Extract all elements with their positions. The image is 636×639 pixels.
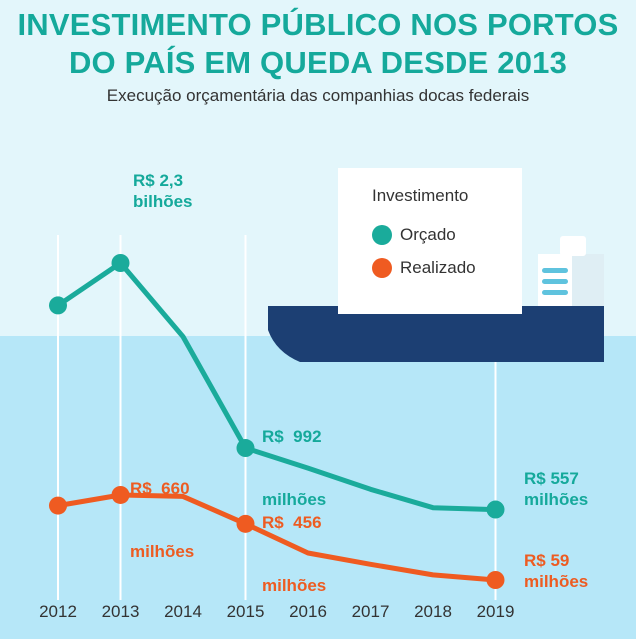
label-unit: milhões [524,490,589,509]
label-orcado-2015: R$ 992 milhões [262,384,326,552]
x-tick-label: 2015 [226,602,265,621]
label-unit: milhões [130,542,195,561]
x-tick-label: 2019 [476,602,515,621]
x-tick-label: 2013 [101,602,140,621]
legend: Investimento Orçado Realizado [338,168,522,314]
x-tick-label: 2018 [414,602,452,621]
label-value: R$ 456 [262,513,322,532]
label-realizado-2015: R$ 456 milhões [262,470,326,638]
label-orcado-2019: R$ 557 milhões [524,468,588,510]
series-layer [49,254,505,589]
ship-window [542,290,568,295]
series-line-realizado [57,492,496,583]
title-line-2: DO PAÍS EM QUEDA DESDE 2013 [68,45,568,80]
ship-window [542,268,568,273]
water-background [0,336,636,639]
point-realizado-2015 [236,514,255,533]
ship-window [542,279,568,284]
legend-item-orcado: Orçado [372,225,456,245]
legend-item-realizado: Realizado [372,258,476,278]
label-unit: bilhões [133,192,193,211]
x-tick-label: 2016 [289,602,327,621]
label-unit: milhões [524,572,589,591]
label-unit: milhões [262,576,327,595]
point-realizado-2012 [49,496,67,515]
legend-marker-orcado [372,225,392,245]
point-orcado-2012 [49,296,67,315]
label-value: R$ 557 [524,469,579,488]
legend-title: Investimento [372,186,469,205]
series-line-orcado [56,260,496,513]
label-value: R$ 992 [262,427,322,446]
chart-subtitle: Execução orçamentária das companhias doc… [106,86,530,105]
legend-label-orcado: Orçado [400,225,456,244]
label-orcado-2013: R$ 2,3 bilhões [133,170,193,212]
label-value: R$ 59 [524,551,570,570]
point-realizado-2019 [486,571,505,589]
label-realizado-2013: R$ 660 milhões [130,436,194,604]
point-orcado-2015 [236,439,255,458]
x-tick-label: 2014 [164,602,202,621]
label-value: R$ 2,3 [133,171,184,190]
point-realizado-2013 [111,485,130,504]
chart-title: INVESTIMENTO PÚBLICO NOS PORTOS DO PAÍS … [0,6,636,82]
legend-marker-realizado [372,258,392,278]
label-value: R$ 660 [130,479,190,498]
point-orcado-2013 [111,254,130,272]
x-tick-label: 2017 [351,602,390,621]
legend-label-realizado: Realizado [400,258,476,277]
label-unit: milhões [262,490,327,509]
title-line-1: INVESTIMENTO PÚBLICO NOS PORTOS [17,7,619,42]
ship-funnel [560,236,586,256]
label-realizado-2019: R$ 59 milhões [524,550,588,592]
point-orcado-2019 [486,500,505,519]
x-tick-label: 2012 [39,602,77,621]
ship-hull [268,306,604,362]
